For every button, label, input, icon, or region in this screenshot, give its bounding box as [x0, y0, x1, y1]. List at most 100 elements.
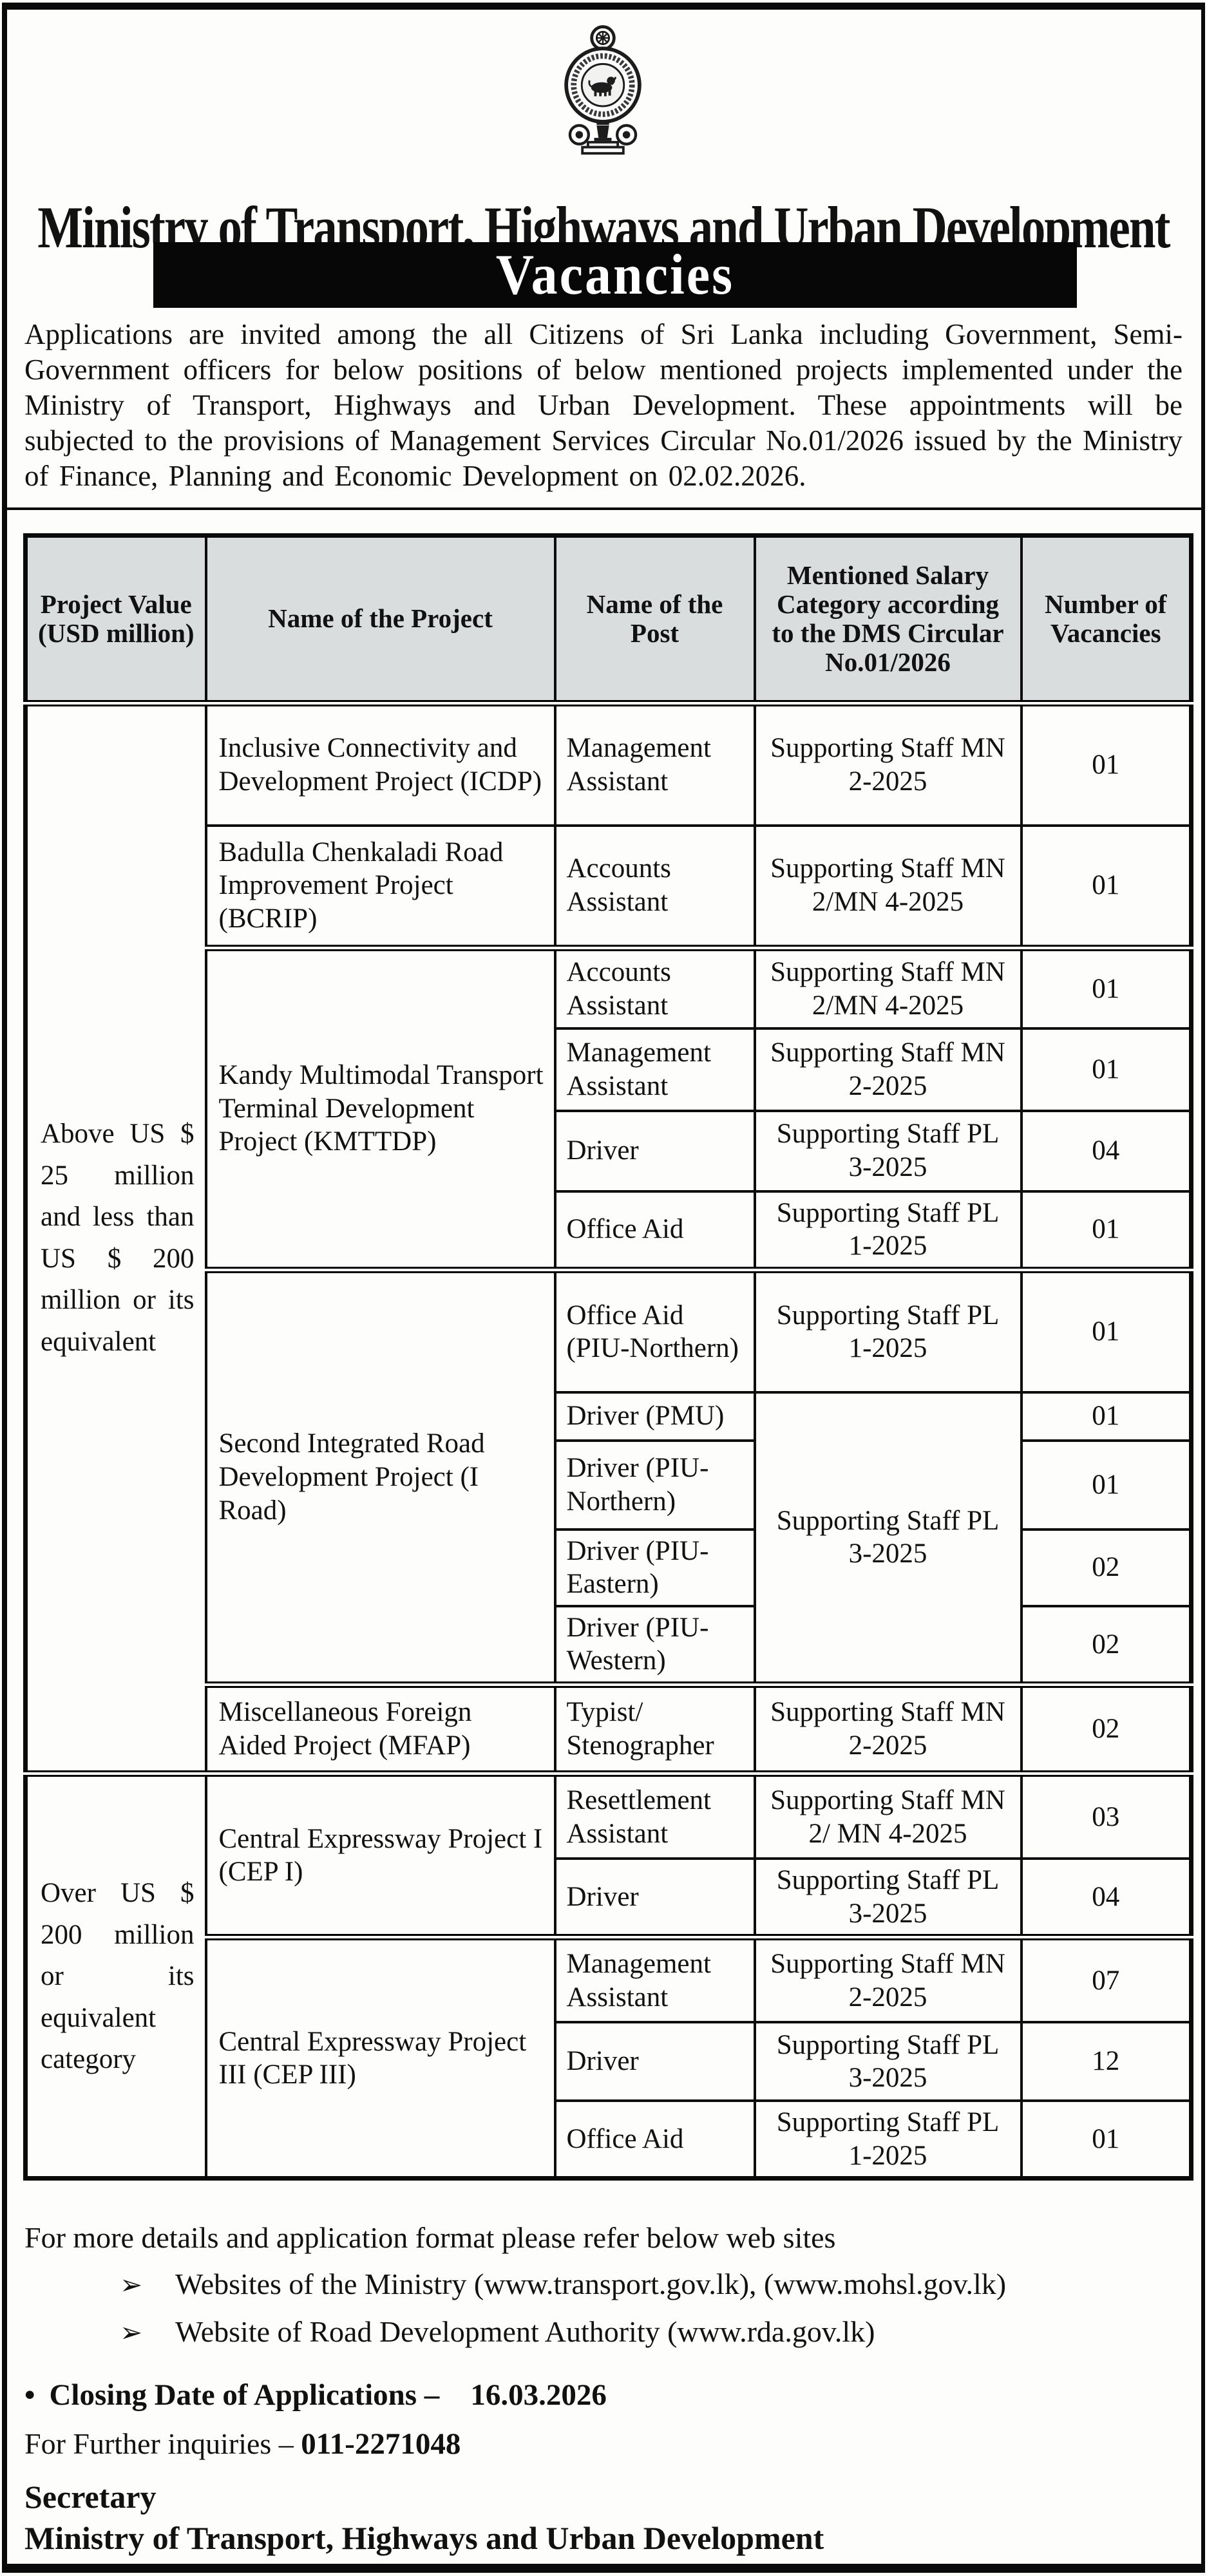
post-cell: Office Aid (PIU-Northern) — [553, 1266, 756, 1394]
post-cell: Management Assistant — [553, 1934, 756, 2024]
table-row: Driver Supporting Staff PL 3-2025 12 — [26, 2021, 1193, 2103]
project-name-cell: Second Integrated Road Development Proje… — [204, 1266, 556, 1687]
dot-bullet-icon: • — [24, 2378, 35, 2412]
salary-cell: Supporting Staff MN 2-2025 — [753, 1934, 1023, 2024]
post-cell: Driver — [553, 1857, 756, 1939]
post-cell: Driver — [553, 1109, 756, 1193]
website-rda-text: Website of Road Development Authority (w… — [175, 2315, 875, 2348]
table-row: Over US $ 200 million or its equivalent … — [24, 1770, 1193, 2180]
signature-title: Secretary — [24, 2479, 157, 2515]
project-name-cell: Miscellaneous Foreign Aided Project (MFA… — [204, 1681, 556, 1776]
table-row: Driver (PIU-Western) 02 — [26, 1604, 1193, 1687]
post-cell: Office Aid — [553, 2099, 756, 2180]
table-row: Driver (PMU) Supporting Staff PL 3-2025 … — [26, 1390, 1193, 1687]
column-header-project-value: Project Value (USD million) — [24, 534, 207, 706]
column-header-project-name: Name of the Project — [204, 534, 556, 706]
website-list-item-ministry: ➢ Websites of the Ministry (www.transport… — [120, 2267, 1006, 2301]
project-name-cell: Inclusive Connectivity and Development P… — [204, 701, 556, 827]
project-name-cell: Central Expressway Project III (CEP III) — [204, 1934, 556, 2180]
column-header-vacancies: Number of Vacancies — [1020, 534, 1193, 706]
table-row: Office Aid Supporting Staff PL 1-2025 01 — [26, 1189, 1193, 1271]
vacancies-cell: 01 — [1020, 2099, 1193, 2180]
table-row: Central Expressway Project III (CEP III)… — [26, 1934, 1193, 2180]
vacancies-cell: 02 — [1020, 1528, 1193, 1607]
vacancies-cell: 07 — [1020, 1934, 1193, 2024]
vacancies-table: Project Value (USD million) Name of the … — [23, 533, 1193, 2181]
website-ministry-text: Websites of the Ministry (www.transport.… — [175, 2268, 1007, 2300]
project-name-cell: Badulla Chenkaladi Road Improvement Proj… — [204, 824, 556, 949]
signature-organization: Ministry of Transport, Highways and Urba… — [24, 2520, 824, 2556]
arrow-bullet-icon: ➢ — [120, 2318, 143, 2348]
closing-date-value: 16.03.2026 — [470, 2378, 607, 2412]
salary-cell: Supporting Staff PL 3-2025 — [753, 1857, 1023, 1939]
more-details-text: For more details and application format … — [24, 2221, 836, 2254]
table-row: Kandy Multimodal Transport Terminal Deve… — [26, 944, 1193, 1271]
post-cell: Driver — [553, 2021, 756, 2103]
salary-cell: Supporting Staff PL 3-2025 — [753, 1390, 1023, 1687]
post-cell: Management Assistant — [553, 701, 756, 827]
table-row: Second Integrated Road Development Proje… — [26, 1266, 1193, 1687]
vacancies-cell: 01 — [1020, 1439, 1193, 1531]
vacancies-banner-text: Vacancies — [495, 243, 735, 307]
salary-cell: Supporting Staff PL 3-2025 — [753, 1109, 1023, 1193]
salary-cell: Supporting Staff MN 2/MN 4-2025 — [753, 824, 1023, 949]
salary-cell: Supporting Staff MN 2-2025 — [753, 1027, 1023, 1112]
salary-cell: Supporting Staff MN 2/ MN 4-2025 — [753, 1770, 1023, 1861]
closing-date-label: Closing Date of Applications – — [49, 2378, 440, 2412]
vacancies-cell: 01 — [1020, 1027, 1193, 1112]
vacancies-cell: 01 — [1020, 701, 1193, 827]
vacancies-cell: 01 — [1020, 1189, 1193, 1271]
post-cell: Driver (PIU-Northern) — [553, 1439, 756, 1531]
arrow-bullet-icon: ➢ — [120, 2271, 143, 2300]
table-row: Driver (PIU-Eastern) 02 — [26, 1528, 1193, 1607]
vacancies-cell: 02 — [1020, 1604, 1193, 1687]
vacancies-cell: 04 — [1020, 1857, 1193, 1939]
vacancies-cell: 01 — [1020, 944, 1193, 1030]
inquiries-phone: 011-2271048 — [301, 2427, 461, 2461]
column-header-salary-category: Mentioned Salary Category according to t… — [753, 534, 1023, 706]
salary-cell: Supporting Staff MN 2-2025 — [753, 701, 1023, 827]
table-row: Management Assistant Supporting Staff MN… — [26, 1027, 1193, 1112]
vacancies-cell: 01 — [1020, 1390, 1193, 1442]
vacancies-cell: 01 — [1020, 824, 1193, 949]
inquiries-label: For Further inquiries – — [24, 2427, 294, 2460]
vacancies-cell: 04 — [1020, 1109, 1193, 1193]
closing-date-line: • Closing Date of Applications – 16.03.202… — [24, 2378, 607, 2412]
project-value-cell: Above US $ 25 million and less than US $… — [24, 701, 207, 1776]
table-row: Driver (PIU-Northern) 01 — [26, 1439, 1193, 1531]
inquiries-line: For Further inquiries – 011-2271048 — [24, 2427, 461, 2461]
post-cell: Resettlement Assistant — [553, 1770, 756, 1861]
salary-cell: Supporting Staff MN 2-2025 — [753, 1681, 1023, 1776]
sri-lanka-emblem-icon — [553, 19, 653, 156]
vacancies-cell: 02 — [1020, 1681, 1193, 1776]
salary-cell: Supporting Staff PL 1-2025 — [753, 2099, 1023, 2180]
project-value-cell: Over US $ 200 million or its equivalent … — [24, 1770, 207, 2180]
table-row: Badulla Chenkaladi Road Improvement Proj… — [26, 824, 1193, 949]
table-row: Driver Supporting Staff PL 3-2025 04 — [26, 1857, 1193, 1939]
post-cell: Office Aid — [553, 1189, 756, 1271]
project-name-cell: Kandy Multimodal Transport Terminal Deve… — [204, 944, 556, 1271]
vacancies-cell: 12 — [1020, 2021, 1193, 2103]
post-cell: Driver (PMU) — [553, 1390, 756, 1442]
post-cell: Accounts Assistant — [553, 824, 756, 949]
vacancies-banner: Vacancies — [153, 242, 1077, 308]
project-name-cell: Central Expressway Project I (CEP I) — [204, 1770, 556, 1939]
website-list-item-rda: ➢ Website of Road Development Authority (… — [120, 2315, 875, 2349]
salary-cell: Supporting Staff PL 1-2025 — [753, 1266, 1023, 1394]
salary-cell: Supporting Staff PL 3-2025 — [753, 2021, 1023, 2103]
intro-paragraph: Applications are invited among the all C… — [24, 318, 1183, 492]
post-cell: Management Assistant — [553, 1027, 756, 1112]
table-header-row: Project Value (USD million) Name of the … — [24, 534, 1193, 706]
post-cell: Driver (PIU-Western) — [553, 1604, 756, 1687]
post-cell: Typist/ Stenographer — [553, 1681, 756, 1776]
table-row: Miscellaneous Foreign Aided Project (MFA… — [26, 1681, 1193, 1776]
section-divider-rule — [7, 507, 1201, 510]
vacancies-cell: 03 — [1020, 1770, 1193, 1861]
post-cell: Accounts Assistant — [553, 944, 756, 1030]
table-row: Driver Supporting Staff PL 3-2025 04 — [26, 1109, 1193, 1193]
table-row: Above US $ 25 million and less than US $… — [24, 701, 1193, 1776]
column-header-post-name: Name of the Post — [553, 534, 756, 706]
table-row: Office Aid Supporting Staff PL 1-2025 01 — [26, 2099, 1193, 2180]
vacancies-cell: 01 — [1020, 1266, 1193, 1394]
